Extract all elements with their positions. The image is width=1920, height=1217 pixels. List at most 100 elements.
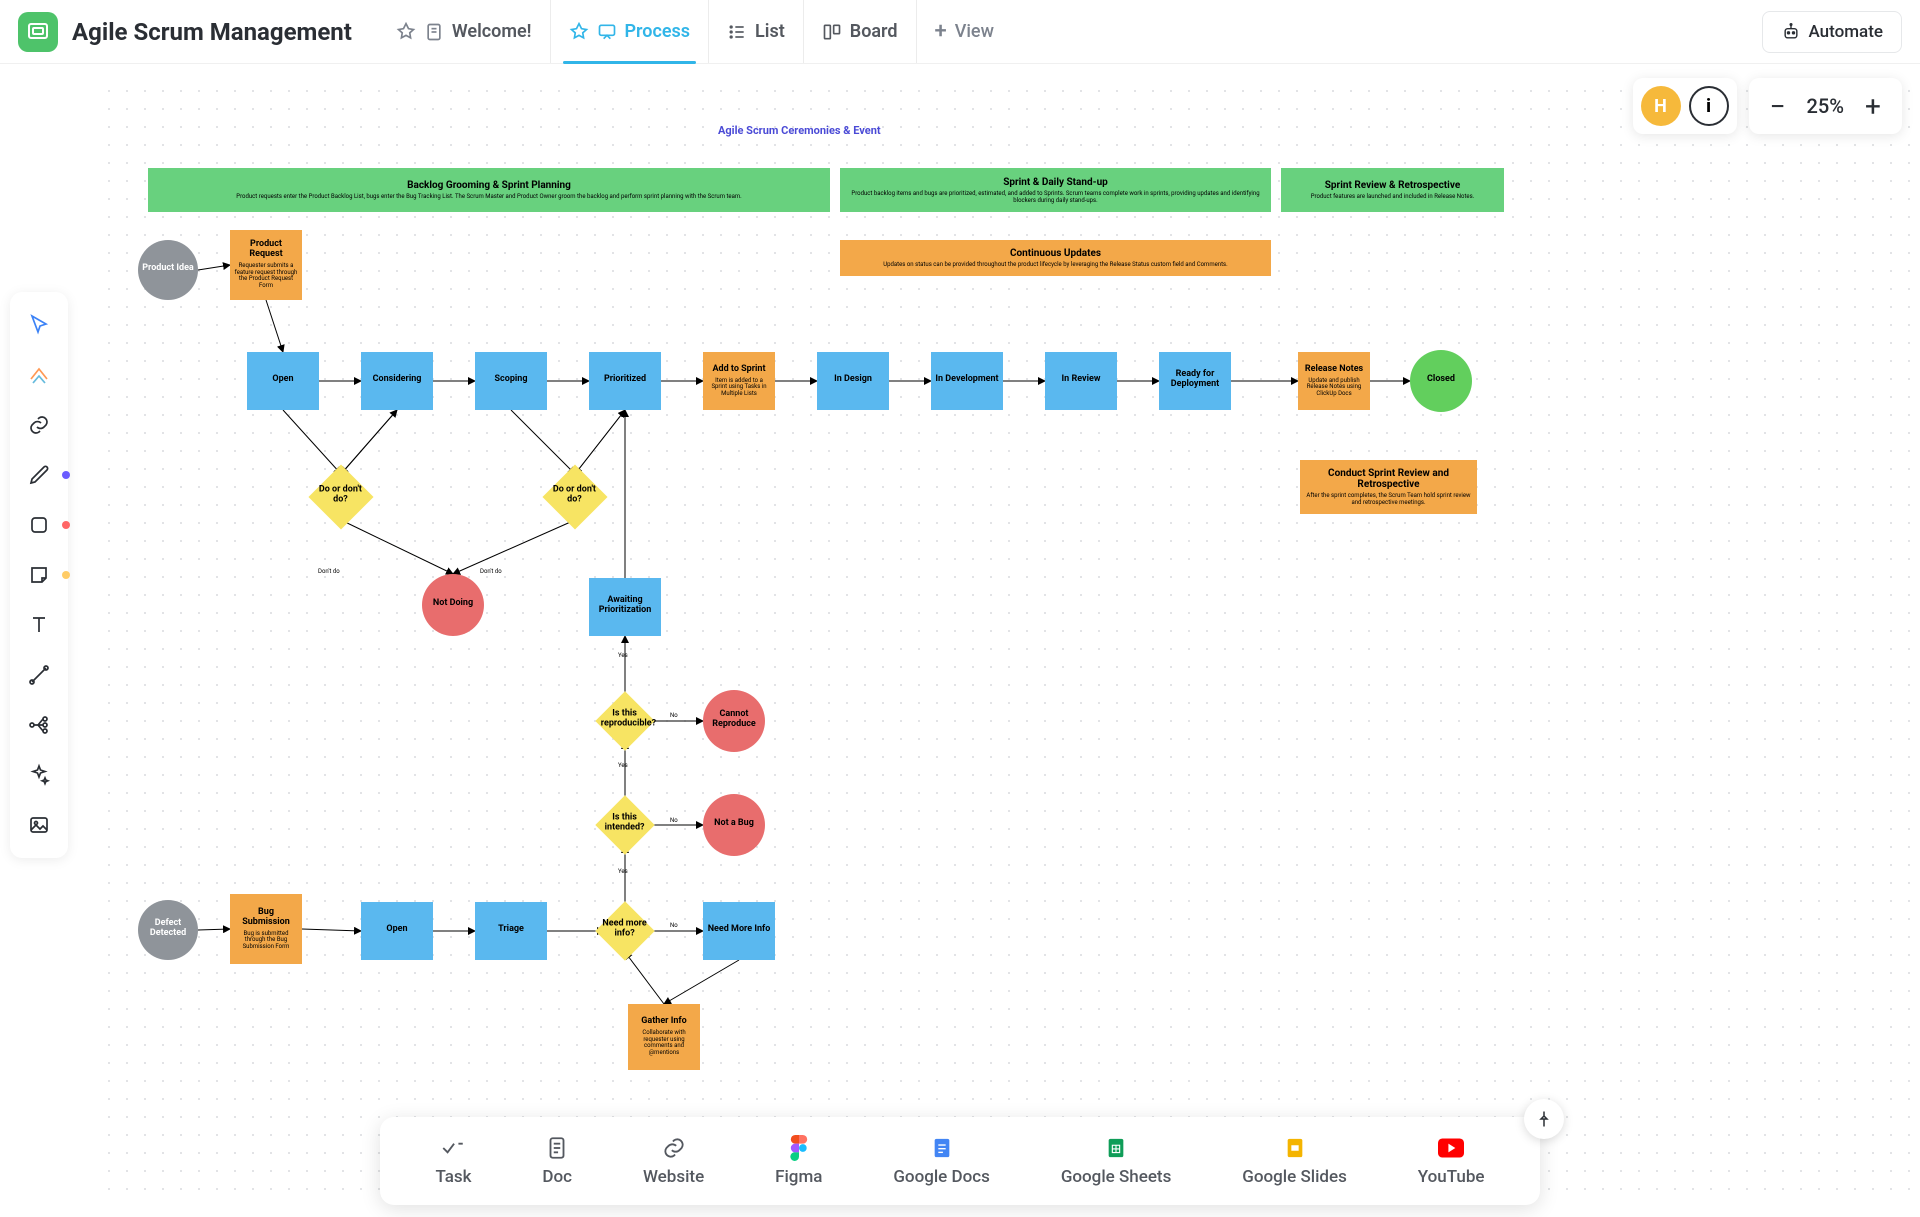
insert-label: Figma (775, 1167, 822, 1187)
insert-bar: Task Doc Website Figma Google Docs Google She… (380, 1117, 1540, 1205)
gsheet-icon (1103, 1135, 1129, 1161)
tab-board[interactable]: Board (804, 0, 917, 63)
top-right-controls: H i − 25% + (1633, 78, 1902, 134)
edge-label: Don't do (318, 568, 340, 575)
node-prodreq[interactable]: Product RequestRequester submits a featu… (230, 230, 302, 300)
ai-tool[interactable] (16, 752, 62, 798)
insert-google-slides[interactable]: Google Slides (1242, 1135, 1347, 1187)
node-repro[interactable]: Is this reproducible? (595, 691, 654, 750)
tab-label: Board (850, 21, 898, 42)
insert-label: Task (435, 1167, 471, 1187)
node-considering[interactable]: Considering (361, 352, 433, 410)
link-tool[interactable] (16, 402, 62, 448)
edge-label: Yes (618, 762, 628, 769)
node-open2[interactable]: Open (361, 902, 433, 960)
phase-header-h1[interactable]: Backlog Grooming & Sprint PlanningProduc… (148, 168, 830, 212)
node-start1[interactable]: Product Idea (138, 240, 198, 300)
node-triage[interactable]: Triage (475, 902, 547, 960)
insert-google-docs[interactable]: Google Docs (893, 1135, 990, 1187)
node-prioritized[interactable]: Prioritized (589, 352, 661, 410)
node-indev[interactable]: In Development (931, 352, 1003, 410)
info-button[interactable]: i (1689, 86, 1729, 126)
insert-label: Doc (542, 1167, 572, 1187)
node-cantrep[interactable]: Cannot Reproduce (703, 690, 765, 752)
tab-welcome[interactable]: Welcome! (378, 0, 551, 63)
insert-label: Google Docs (893, 1167, 990, 1187)
app-logo-icon (18, 12, 58, 52)
node-relnotes[interactable]: Release NotesUpdate and publish Release … (1298, 352, 1370, 410)
gdoc-icon (929, 1135, 955, 1161)
task-icon (440, 1135, 466, 1161)
whiteboard-icon (597, 22, 617, 42)
node-notbug[interactable]: Not a Bug (703, 794, 765, 856)
image-tool[interactable] (16, 802, 62, 848)
pin-icon (1535, 1110, 1553, 1128)
node-await[interactable]: Awaiting Prioritization (589, 578, 661, 636)
sticky-tool[interactable] (16, 552, 62, 598)
node-dodont1[interactable]: Do or don't do? (308, 464, 373, 529)
zoom-out-button[interactable]: − (1763, 90, 1793, 123)
tab-label: Process (625, 21, 691, 42)
zoom-in-button[interactable]: + (1858, 90, 1888, 123)
tab-process[interactable]: Process (551, 0, 710, 63)
insert-figma[interactable]: Figma (775, 1135, 822, 1187)
insert-youtube[interactable]: YouTube (1418, 1135, 1485, 1187)
insert-google-sheets[interactable]: Google Sheets (1061, 1135, 1172, 1187)
automate-button[interactable]: Automate (1762, 11, 1903, 53)
mindmap-tool[interactable] (16, 702, 62, 748)
insert-label: Google Sheets (1061, 1167, 1172, 1187)
tab-label: List (755, 21, 785, 42)
node-notdoing[interactable]: Not Doing (422, 574, 484, 636)
node-moreinfo[interactable]: Need more info? (595, 901, 654, 960)
pen-tool[interactable] (16, 452, 62, 498)
node-start2[interactable]: Defect Detected (138, 900, 198, 960)
app-title: Agile Scrum Management (72, 18, 352, 46)
tab-label: Welcome! (452, 21, 532, 42)
phase-header-h3[interactable]: Sprint Review & RetrospectiveProduct fea… (1281, 168, 1504, 212)
node-addsprint[interactable]: Add to SprintItem is added to a Sprint u… (703, 352, 775, 410)
edge-label: No (670, 817, 678, 824)
user-info-pill: H i (1633, 78, 1737, 134)
insert-website[interactable]: Website (643, 1135, 704, 1187)
pin-bar-button[interactable] (1524, 1099, 1564, 1139)
text-tool[interactable] (16, 602, 62, 648)
phase-header-h5[interactable]: Conduct Sprint Review and RetrospectiveA… (1300, 460, 1477, 514)
phase-header-h2[interactable]: Sprint & Daily Stand-upProduct backlog i… (840, 168, 1271, 212)
select-tool[interactable] (16, 302, 62, 348)
add-view-button[interactable]: + View (917, 19, 1012, 44)
connector-tool[interactable] (16, 652, 62, 698)
node-readydep[interactable]: Ready for Deployment (1159, 352, 1231, 410)
phase-header-h4[interactable]: Continuous UpdatesUpdates on status can … (840, 240, 1271, 276)
shape-tool[interactable] (16, 502, 62, 548)
whiteboard-canvas[interactable]: Agile Scrum Ceremonies & EventBacklog Gr… (100, 82, 1920, 1202)
view-tabs: Welcome! Process List Board + View (378, 0, 1012, 63)
youtube-icon (1438, 1135, 1464, 1161)
gslide-icon (1282, 1135, 1308, 1161)
node-bugsub[interactable]: Bug SubmissionBug is submitted through t… (230, 894, 302, 964)
clickup-tool[interactable] (16, 352, 62, 398)
link-icon (661, 1135, 687, 1161)
tab-list[interactable]: List (709, 0, 804, 63)
pin-icon (569, 22, 589, 42)
insert-task[interactable]: Task (435, 1135, 471, 1187)
node-dodont2[interactable]: Do or don't do? (542, 464, 607, 529)
edge-label: Yes (618, 868, 628, 875)
node-closed[interactable]: Closed (1410, 350, 1472, 412)
node-indesign[interactable]: In Design (817, 352, 889, 410)
canvas-viewport[interactable]: Agile Scrum Ceremonies & EventBacklog Gr… (0, 64, 1920, 1217)
robot-icon (1781, 22, 1801, 42)
node-intended[interactable]: Is this intended? (595, 795, 654, 854)
node-gather[interactable]: Gather InfoCollaborate with requester us… (628, 1004, 700, 1070)
node-inreview[interactable]: In Review (1045, 352, 1117, 410)
figma-icon (786, 1135, 812, 1161)
node-scoping[interactable]: Scoping (475, 352, 547, 410)
app-header: Agile Scrum Management Welcome! Process … (0, 0, 1920, 64)
zoom-controls: − 25% + (1749, 78, 1902, 134)
node-open1[interactable]: Open (247, 352, 319, 410)
node-needmore[interactable]: Need More Info (703, 902, 775, 960)
user-avatar[interactable]: H (1641, 86, 1681, 126)
insert-doc[interactable]: Doc (542, 1135, 572, 1187)
insert-label: YouTube (1418, 1167, 1485, 1187)
add-view-label: View (955, 21, 994, 42)
zoom-level: 25% (1807, 94, 1844, 118)
